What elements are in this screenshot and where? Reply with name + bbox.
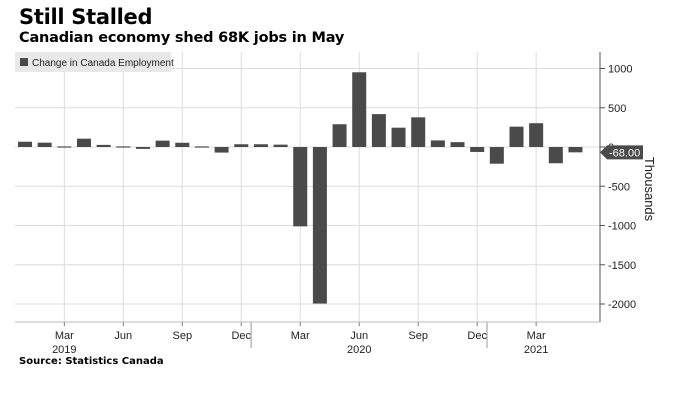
x-year-label: 2021: [524, 344, 548, 356]
last-value-label-background: [600, 145, 643, 160]
bar: [470, 147, 485, 152]
x-year-label: 2020: [347, 344, 371, 356]
x-tick-label: Jun: [350, 330, 368, 342]
bar: [312, 147, 327, 304]
bar: [57, 146, 72, 148]
y-axis-label: Thousands: [642, 157, 657, 222]
x-tick-label: Jun: [114, 330, 132, 342]
bar: [293, 147, 308, 227]
x-tick-label: Mar: [291, 330, 310, 342]
bar: [96, 144, 111, 147]
x-tick-label: Mar: [55, 330, 74, 342]
bar: [371, 114, 386, 147]
bar: [450, 142, 465, 147]
grid-layer: [15, 52, 600, 322]
legend: Change in Canada Employment: [15, 52, 174, 72]
bar: [234, 144, 249, 147]
bars-layer: [18, 72, 583, 304]
bar: [253, 144, 268, 147]
y-tick-label: -2000: [608, 299, 636, 311]
y-tick-label: -1500: [608, 260, 636, 272]
chart-title: Still Stalled: [19, 5, 153, 29]
bar: [155, 140, 170, 147]
bar: [18, 141, 32, 147]
bar: [568, 147, 583, 153]
last-value-label: -68.00: [600, 145, 643, 160]
bar: [548, 147, 563, 164]
x-axis: Mar 2019 Jun Sep Dec Mar Jun 2020 Sep Dec Mar 2021: [15, 321, 600, 356]
bar: [529, 123, 544, 147]
bar: [76, 138, 91, 147]
y-tick-label: -500: [608, 181, 630, 193]
x-tick-label: Dec: [467, 330, 487, 342]
x-tick-label: Sep: [172, 330, 192, 342]
y-tick-label: 1000: [608, 64, 632, 76]
bar: [175, 142, 190, 147]
last-value-label-text: -68.00: [609, 147, 640, 159]
y-axis: 10005000-500-1000-1500-2000-68.00: [599, 52, 643, 322]
x-tick-label: Sep: [408, 330, 428, 342]
x-tick-label: Dec: [231, 330, 251, 342]
bar: [214, 147, 229, 153]
bar: [509, 126, 524, 147]
chart-subtitle: Canadian economy shed 68K jobs in May: [19, 30, 345, 46]
bar: [116, 146, 131, 148]
bar: [489, 147, 504, 164]
bar: [391, 127, 406, 147]
bar: [430, 140, 445, 147]
x-tick-label: Mar: [527, 330, 546, 342]
bar: [194, 146, 209, 148]
legend-label: Change in Canada Employment: [32, 58, 174, 69]
bar: [273, 144, 288, 147]
y-tick-label: -1000: [608, 221, 636, 233]
bar: [352, 72, 367, 147]
x-year-label: 2019: [52, 344, 76, 356]
bar: [411, 117, 426, 147]
legend-background: [15, 52, 171, 72]
bar: [37, 142, 52, 147]
legend-swatch: [20, 58, 28, 66]
source-note: Source: Statistics Canada: [19, 356, 164, 367]
bar: [332, 124, 347, 147]
y-tick-label: 500: [608, 103, 626, 115]
bar: [135, 147, 150, 149]
